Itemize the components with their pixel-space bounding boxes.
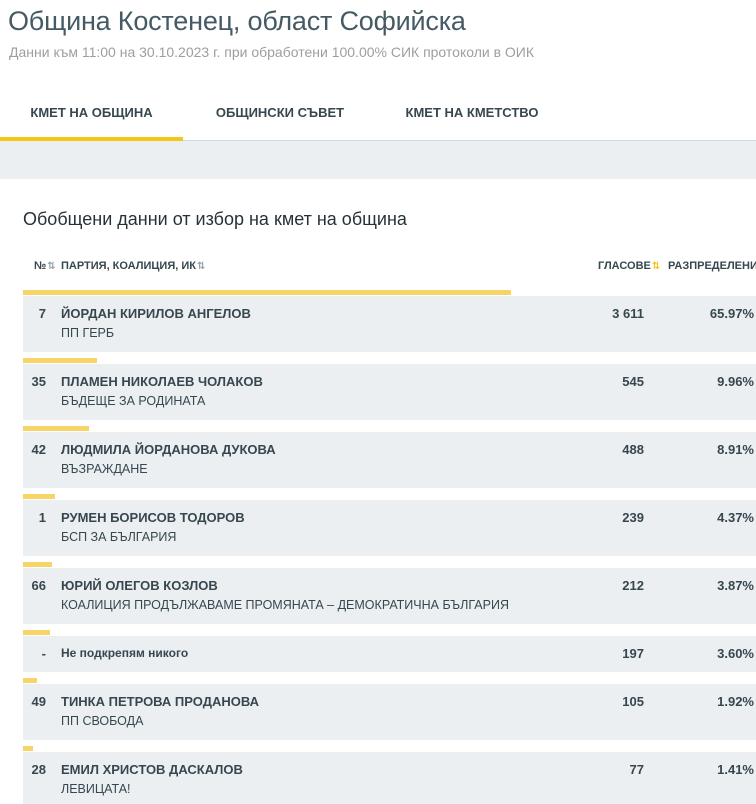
- party-name: ПП ГЕРБ: [61, 326, 115, 340]
- votes-value: 239: [622, 510, 644, 525]
- votes-value: 488: [622, 442, 644, 457]
- candidate-name: ЙОРДАН КИРИЛОВ АНГЕЛОВ: [61, 306, 251, 321]
- table-row[interactable]: 66 ЮРИЙ ОЛЕГОВ КОЗЛОВ КОАЛИЦИЯ ПРОДЪЛЖАВАМ…: [23, 568, 756, 624]
- column-header-num[interactable]: №⇅: [34, 260, 56, 272]
- table-row[interactable]: 35 ПЛАМЕН НИКОЛАЕВ ЧОЛАКОВ БЪДЕЩЕ ЗА РОДИН…: [23, 364, 756, 420]
- candidate-name: ЕМИЛ ХРИСТОВ ДАСКАЛОВ: [61, 762, 243, 777]
- row-number: 28: [31, 762, 46, 777]
- sort-desc-icon[interactable]: ⇅: [651, 261, 661, 272]
- candidate-name: РУМЕН БОРИСОВ ТОДОРОВ: [61, 510, 245, 525]
- share-bar: [23, 630, 50, 635]
- distribution-value: 1.92%: [717, 694, 754, 709]
- party-name: ВЪЗРАЖДАНЕ: [61, 462, 148, 476]
- table-row[interactable]: 7 ЙОРДАН КИРИЛОВ АНГЕЛОВ ПП ГЕРБ 3 611 65.97…: [23, 296, 756, 352]
- column-header-party[interactable]: ПАРТИЯ, КОАЛИЦИЯ, ИК⇅: [61, 260, 205, 272]
- page-title: Община Костенец, област Софийска: [8, 6, 466, 36]
- table-row[interactable]: 1 РУМЕН БОРИСОВ ТОДОРОВ БСП ЗА БЪЛГАРИЯ 239…: [23, 500, 756, 556]
- votes-value: 545: [622, 374, 644, 389]
- party-name: ЛЕВИЦАТА!: [61, 782, 131, 796]
- share-bar: [23, 290, 511, 295]
- sort-icon[interactable]: ⇅: [196, 261, 206, 272]
- column-header-distribution-label: РАЗПРЕДЕЛЕНИЕ: [668, 260, 756, 272]
- candidate-name: Не подкрепям никого: [61, 646, 189, 660]
- column-header-num-label: №: [34, 260, 47, 272]
- votes-value: 77: [629, 762, 644, 777]
- votes-value: 197: [622, 646, 644, 661]
- row-number: 49: [31, 694, 46, 709]
- row-number: 66: [31, 578, 46, 593]
- row-number: 1: [38, 510, 46, 525]
- row-number: 42: [31, 442, 46, 457]
- column-header-votes[interactable]: ГЛАСОВЕ⇅: [598, 260, 660, 272]
- distribution-value: 4.37%: [717, 510, 754, 525]
- sort-icon[interactable]: ⇅: [47, 261, 56, 272]
- table-row[interactable]: - Не подкрепям никого 197 3.60%: [23, 636, 756, 672]
- page-subtitle: Данни към 11:00 на 30.10.2023 г. при обр…: [9, 44, 535, 60]
- distribution-value: 3.87%: [717, 578, 754, 593]
- distribution-value: 65.97%: [709, 306, 754, 321]
- column-header-party-label: ПАРТИЯ, КОАЛИЦИЯ, ИК: [61, 260, 196, 272]
- candidate-name: ЮРИЙ ОЛЕГОВ КОЗЛОВ: [61, 578, 218, 593]
- table-row[interactable]: 49 ТИНКА ПЕТРОВА ПРОДАНОВА ПП СВОБОДА 105 1.…: [23, 684, 756, 740]
- party-name: БСП ЗА БЪЛГАРИЯ: [61, 530, 177, 544]
- column-header-votes-label: ГЛАСОВЕ: [598, 260, 651, 272]
- column-header-distribution[interactable]: РАЗПРЕДЕЛЕНИЕ: [668, 260, 756, 272]
- tab-mayor-municipality[interactable]: КМЕТ НА ОБЩИНА: [0, 88, 183, 141]
- page-header: Община Костенец, област Софийска Данни к…: [0, 0, 756, 180]
- table-row[interactable]: 28 ЕМИЛ ХРИСТОВ ДАСКАЛОВ ЛЕВИЦАТА! 77 1.41%: [23, 752, 756, 804]
- row-number: 35: [31, 374, 46, 389]
- tab-municipal-council[interactable]: ОБЩИНСКИ СЪВЕТ: [215, 105, 345, 120]
- votes-value: 212: [622, 578, 644, 593]
- share-bar: [23, 358, 97, 363]
- share-bar: [23, 562, 52, 567]
- party-name: КОАЛИЦИЯ ПРОДЪЛЖАВАМЕ ПРОМЯНАТА – ДЕМОКР…: [61, 598, 509, 612]
- section-title: Обобщени данни от избор на кмет на общин…: [23, 209, 407, 229]
- party-name: ПП СВОБОДА: [61, 714, 144, 728]
- votes-value: 3 611: [612, 306, 644, 321]
- share-bar: [23, 678, 37, 683]
- distribution-value: 9.96%: [717, 374, 754, 389]
- tab-mayor-village[interactable]: КМЕТ НА КМЕТСТВО: [405, 105, 539, 120]
- row-number: -: [41, 646, 46, 661]
- distribution-value: 8.91%: [717, 442, 754, 457]
- tabs-spacer: [0, 141, 756, 179]
- share-bar: [23, 426, 89, 431]
- table-row[interactable]: 42 ЛЮДМИЛА ЙОРДАНОВА ДУКОВА ВЪЗРАЖДАНЕ 488 8…: [23, 432, 756, 488]
- candidate-name: ПЛАМЕН НИКОЛАЕВ ЧОЛАКОВ: [61, 374, 263, 389]
- distribution-value: 1.41%: [717, 762, 754, 777]
- row-number: 7: [38, 306, 46, 321]
- distribution-value: 3.60%: [717, 646, 754, 661]
- share-bar: [23, 494, 55, 499]
- candidate-name: ТИНКА ПЕТРОВА ПРОДАНОВА: [61, 694, 259, 709]
- candidate-name: ЛЮДМИЛА ЙОРДАНОВА ДУКОВА: [61, 442, 276, 457]
- tab-bar: КМЕТ НА ОБЩИНА ОБЩИНСКИ СЪВЕТ КМЕТ НА КМ…: [0, 88, 756, 141]
- party-name: БЪДЕЩЕ ЗА РОДИНАТА: [61, 394, 206, 408]
- share-bar: [23, 746, 33, 751]
- votes-value: 105: [622, 694, 644, 709]
